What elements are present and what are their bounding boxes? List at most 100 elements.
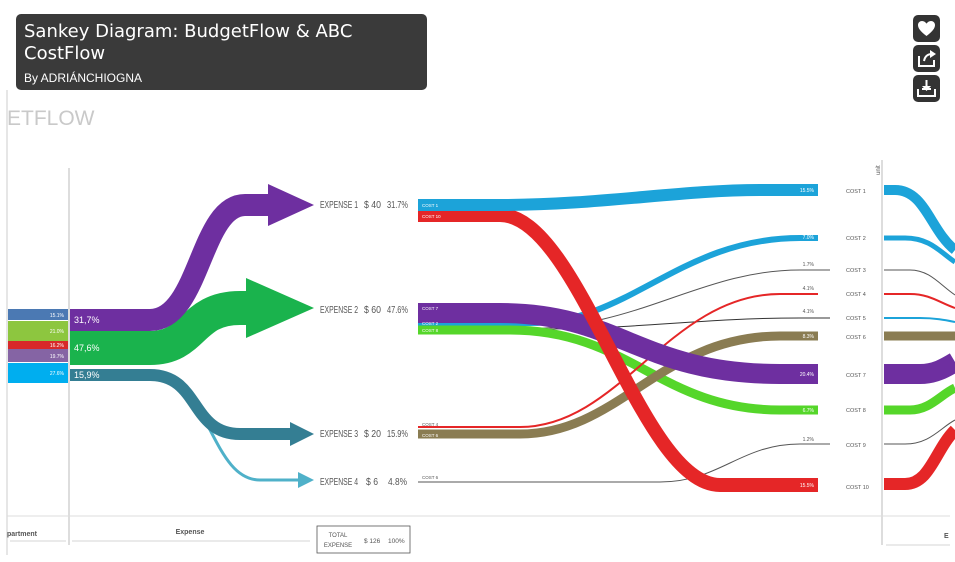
flow-cost-9: [418, 443, 830, 483]
department-bar-1: [8, 309, 68, 320]
cost-label-9: COST 9: [846, 443, 866, 449]
cost-tag-3: COST 7: [422, 306, 439, 311]
flow-pct-cost-3: 1.7%: [803, 262, 815, 268]
department-bar-4: [8, 349, 68, 362]
department-bar-4-label: 19.7%: [50, 354, 65, 360]
cost-label-10: COST 10: [846, 485, 869, 491]
arrow-expense-4: [298, 472, 314, 488]
cost-tag-6: COST 4: [422, 422, 439, 427]
flow-expense-2: [70, 291, 248, 365]
flow-cost-7: [418, 303, 818, 384]
flow-cost-6: [418, 331, 818, 439]
department-bar-5-label: 27.6%: [50, 371, 65, 377]
flow-pct-cost-10: 15.5%: [800, 483, 815, 489]
department-flow-3-label: 15,9%: [74, 370, 100, 380]
expense-flows: 31,7% 47,6% 15,9%: [70, 184, 314, 488]
like-button[interactable]: [913, 15, 940, 42]
cost-tag-2: COST 10: [422, 214, 441, 219]
expense-4-amount: $ 6: [366, 477, 378, 488]
department-bar-5: [8, 363, 68, 383]
flow-pct-cost-5: 4.1%: [803, 309, 815, 315]
flow-pct-cost-2: 7.0%: [803, 235, 815, 241]
right-flow-blue-1: [884, 185, 955, 254]
share-button[interactable]: [913, 45, 940, 72]
expense-2-pct: 47.6%: [387, 305, 408, 316]
expense-3-pct: 15.9%: [387, 429, 408, 440]
department-bar-3-label: 16.2%: [50, 343, 65, 349]
cost-label-8: COST 8: [846, 408, 866, 414]
expense-2-amount: $ 60: [364, 305, 381, 316]
cost-flows: [418, 184, 830, 492]
total-box: TOTAL EXPENSE $ 126 100%: [316, 525, 411, 554]
expense-labels: EXPENSE 1 $ 40 31.7% EXPENSE 2 $ 60 47.6…: [320, 200, 408, 488]
expense-1-amount: $ 40: [364, 200, 381, 211]
right-flow-blue-2: [884, 235, 955, 265]
right-flow-lime: [884, 383, 955, 415]
department-flow-1-label: 31,7%: [74, 315, 100, 325]
total-box-frame: [316, 525, 411, 554]
right-flow-red-1: [884, 293, 955, 309]
expense-2-name: EXPENSE 2: [320, 305, 358, 316]
expense-3-name: EXPENSE 3: [320, 429, 358, 440]
axis-department-label: partment: [7, 531, 38, 538]
axis-expense-label: Expense: [176, 529, 205, 536]
flow-pct-cost-8: 6.7%: [803, 408, 815, 414]
department-bar-3: [8, 341, 68, 349]
cost-tag-8: COST 6: [422, 475, 439, 480]
department-bars: 15.1% 21.0% 16.2% 19.7% 27.6%: [8, 309, 68, 383]
right-flow-purple: [884, 353, 955, 384]
bottom-axis: partment Expense E: [7, 529, 950, 546]
author-byline: By ADRIÁNCHIOGNA: [24, 71, 143, 85]
department-bar-2: [8, 321, 68, 341]
right-flow-blue-3: [884, 317, 955, 323]
total-pct: 100%: [388, 538, 405, 545]
expense-1-name: EXPENSE 1: [320, 200, 358, 211]
cost-labels: COST 1 COST 2 COST 3 COST 4 COST 5 COST …: [846, 165, 882, 491]
flow-expense-3: [70, 369, 292, 440]
right-flows: [884, 185, 955, 490]
axis-right-label: E: [944, 533, 949, 540]
cost-label-7: COST 7: [846, 373, 866, 379]
cost-label-3: COST 3: [846, 268, 866, 274]
expense-4: EXPENSE 4 $ 6 4.8%: [320, 477, 407, 488]
cost-label-5: COST 5: [846, 316, 866, 322]
cost-label-6: COST 6: [846, 335, 866, 341]
department-flow-2-label: 47,6%: [74, 343, 100, 353]
share-icon: [918, 50, 936, 67]
right-flow-red-2: [884, 425, 955, 490]
cost-label-4: COST 4: [846, 292, 866, 298]
cost-label-2: COST 2: [846, 236, 866, 242]
download-icon: [917, 80, 936, 97]
total-amount: $ 126: [364, 538, 381, 545]
cost-tag-7: COST 6: [422, 433, 439, 438]
flow-percentages: 15.5% 7.0% 1.7% 4.1% 4.1% 8.3% 20.4% 6.7…: [800, 188, 815, 489]
department-bar-1-label: 15.1%: [50, 313, 65, 319]
flow-pct-cost-6: 8.3%: [803, 334, 815, 340]
cost-label-1: COST 1: [846, 189, 866, 195]
flow-pct-cost-9: 1.2%: [803, 437, 815, 443]
cost-tag-4: COST 2: [422, 321, 439, 326]
flow-pct-cost-7: 20.4%: [800, 372, 815, 378]
cost-tags: COST 1 COST 10 COST 7 COST 2 COST 8 COST…: [422, 203, 441, 480]
right-flow-grey-2: [884, 419, 955, 445]
cost-tag-1: COST 1: [422, 203, 439, 208]
heart-icon: [918, 21, 935, 36]
expense-4-name: EXPENSE 4: [320, 477, 358, 488]
expense-3-amount: $ 20: [364, 429, 381, 440]
flow-cost-10: [418, 208, 818, 492]
flow-pct-cost-1: 15.5%: [800, 188, 815, 194]
cost-tag-5: COST 8: [422, 328, 439, 333]
total-label-line-2: EXPENSE: [324, 543, 352, 549]
expense-1-pct: 31.7%: [387, 200, 408, 211]
total-label-line-1: TOTAL: [329, 533, 348, 539]
expense-4-pct: 4.8%: [388, 477, 407, 488]
arrow-expense-2: [246, 278, 314, 338]
download-button[interactable]: [913, 75, 940, 102]
flow-cost-4: [418, 293, 818, 428]
flow-expense-1: [70, 194, 270, 331]
expense-2: EXPENSE 2 $ 60 47.6%: [320, 305, 408, 316]
right-flow-grey-1: [884, 269, 955, 296]
flow-cost-1: [418, 184, 818, 211]
